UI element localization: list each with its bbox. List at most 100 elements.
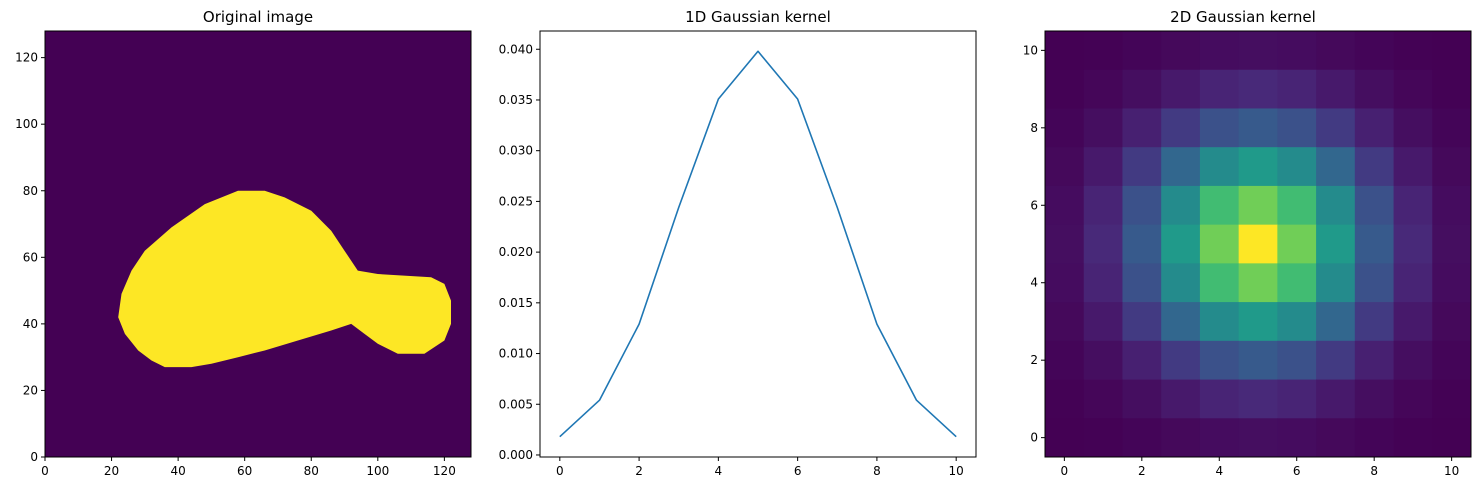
heatmap-x-ticks: 0 2 4 6 8 10 [1061, 457, 1459, 478]
heatmap-cell [1238, 418, 1278, 458]
heatmap-cell [1354, 31, 1394, 71]
heatmap-cell [1199, 31, 1240, 71]
heatmap-cell [1083, 302, 1123, 342]
heatmap-xtick-label: 0 [1061, 464, 1069, 478]
heatmap-cell [1432, 31, 1472, 71]
line-ytick-label: 0.020 [499, 245, 533, 259]
heatmap-cell [1199, 224, 1240, 264]
heatmap-cell [1122, 340, 1162, 380]
gaussian-1d-line [559, 50, 957, 438]
heatmap-cell [1238, 147, 1278, 187]
image-frame [44, 30, 472, 458]
heatmap-cell [1277, 185, 1317, 226]
line-ytick-label: 0.030 [499, 144, 533, 158]
heatmap-cell [1045, 340, 1085, 380]
heatmap-cell [1277, 224, 1317, 264]
heatmap-ytick-label: 0 [1030, 431, 1038, 445]
heatmap-cell [1122, 418, 1162, 458]
image-blob-shape [118, 190, 451, 368]
heatmap-cell [1354, 418, 1394, 458]
heatmap-cell [1045, 302, 1085, 342]
heatmap-xtick-label: 2 [1138, 464, 1146, 478]
heatmap-cell [1393, 108, 1433, 148]
heatmap-cell [1432, 379, 1472, 419]
image-xtick-label: 20 [104, 464, 119, 478]
heatmap-cell [1083, 185, 1123, 226]
heatmap-cell [1045, 418, 1085, 458]
line-xtick-label: 2 [635, 464, 643, 478]
heatmap-cell [1316, 69, 1356, 109]
heatmap-cell [1393, 69, 1433, 109]
heatmap-xtick-label: 6 [1293, 464, 1301, 478]
heatmap-cell [1354, 302, 1394, 342]
original-image-panel: Original image 0 20 40 60 80 100 120 0 20 40 60 80… [15, 8, 472, 478]
gaussian-1d-panel: 1D Gaussian kernel 0 2 4 6 8 10 0.0000.0050.0… [499, 8, 977, 478]
heatmap-cell [1238, 69, 1278, 109]
heatmap-cell [1238, 263, 1278, 303]
heatmap-cell [1122, 379, 1162, 419]
heatmap-cell [1161, 379, 1201, 419]
heatmap-cell [1354, 224, 1394, 264]
image-ytick-label: 80 [23, 184, 38, 198]
heatmap-cell [1316, 340, 1356, 380]
heatmap-cell [1238, 379, 1278, 419]
heatmap-cell [1199, 263, 1240, 303]
heatmap-cell [1238, 340, 1278, 380]
image-ytick-label: 40 [23, 317, 38, 331]
heatmap-frame [1044, 30, 1472, 458]
heatmap-ytick-label: 6 [1030, 198, 1038, 212]
heatmap-cell [1432, 418, 1472, 458]
heatmap-cell [1122, 263, 1162, 303]
heatmap-cell [1393, 379, 1433, 419]
heatmap-cell [1161, 147, 1201, 187]
heatmap-ytick-label: 8 [1030, 121, 1038, 135]
heatmap-cell [1083, 418, 1123, 458]
heatmap-cell [1199, 379, 1240, 419]
heatmap-cell [1199, 69, 1240, 109]
heatmap-cell [1199, 418, 1240, 458]
line-ytick-label: 0.005 [499, 397, 533, 411]
heatmap-cell [1316, 224, 1356, 264]
line-plot-frame [539, 30, 977, 458]
heatmap-cell [1083, 263, 1123, 303]
heatmap-cell [1277, 108, 1317, 148]
heatmap-cell [1277, 418, 1317, 458]
line-xtick-label: 6 [794, 464, 802, 478]
line-xtick-label: 10 [949, 464, 964, 478]
heatmap-cell [1122, 302, 1162, 342]
heatmap-cell [1432, 263, 1472, 303]
heatmap-cell [1393, 31, 1433, 71]
image-xtick-label: 40 [170, 464, 185, 478]
image-ytick-label: 0 [30, 450, 38, 464]
gaussian-2d-title: 2D Gaussian kernel [1170, 8, 1316, 26]
heatmap-cell [1122, 108, 1162, 148]
heatmap-cell [1277, 147, 1317, 187]
heatmap-cell [1045, 263, 1085, 303]
image-xtick-label: 100 [366, 464, 389, 478]
line-ytick-label: 0.040 [499, 42, 533, 56]
heatmap-cell [1083, 69, 1123, 109]
heatmap-cell [1432, 302, 1472, 342]
heatmap-cell [1083, 379, 1123, 419]
line-ytick-label: 0.035 [499, 93, 533, 107]
heatmap-cell [1316, 147, 1356, 187]
heatmap-cell [1083, 31, 1123, 71]
heatmap-cell [1432, 69, 1472, 109]
heatmap-cell [1277, 31, 1317, 71]
line-xtick-label: 8 [873, 464, 881, 478]
heatmap-cell [1045, 185, 1085, 226]
image-xtick-label: 120 [433, 464, 456, 478]
heatmap-cell [1161, 224, 1201, 264]
image-ytick-label: 100 [15, 117, 38, 131]
heatmap-cell [1238, 185, 1278, 226]
heatmap-cell [1277, 340, 1317, 380]
heatmap-ytick-label: 4 [1030, 276, 1038, 290]
heatmap-cell [1277, 379, 1317, 419]
line-plot-background [540, 31, 976, 457]
heatmap-cell [1161, 302, 1201, 342]
heatmap-xtick-label: 4 [1215, 464, 1223, 478]
line-ytick-label: 0.010 [499, 347, 533, 361]
line-ytick-label: 0.015 [499, 296, 533, 310]
heatmap-cell [1354, 185, 1394, 226]
heatmap-cell [1199, 147, 1240, 187]
